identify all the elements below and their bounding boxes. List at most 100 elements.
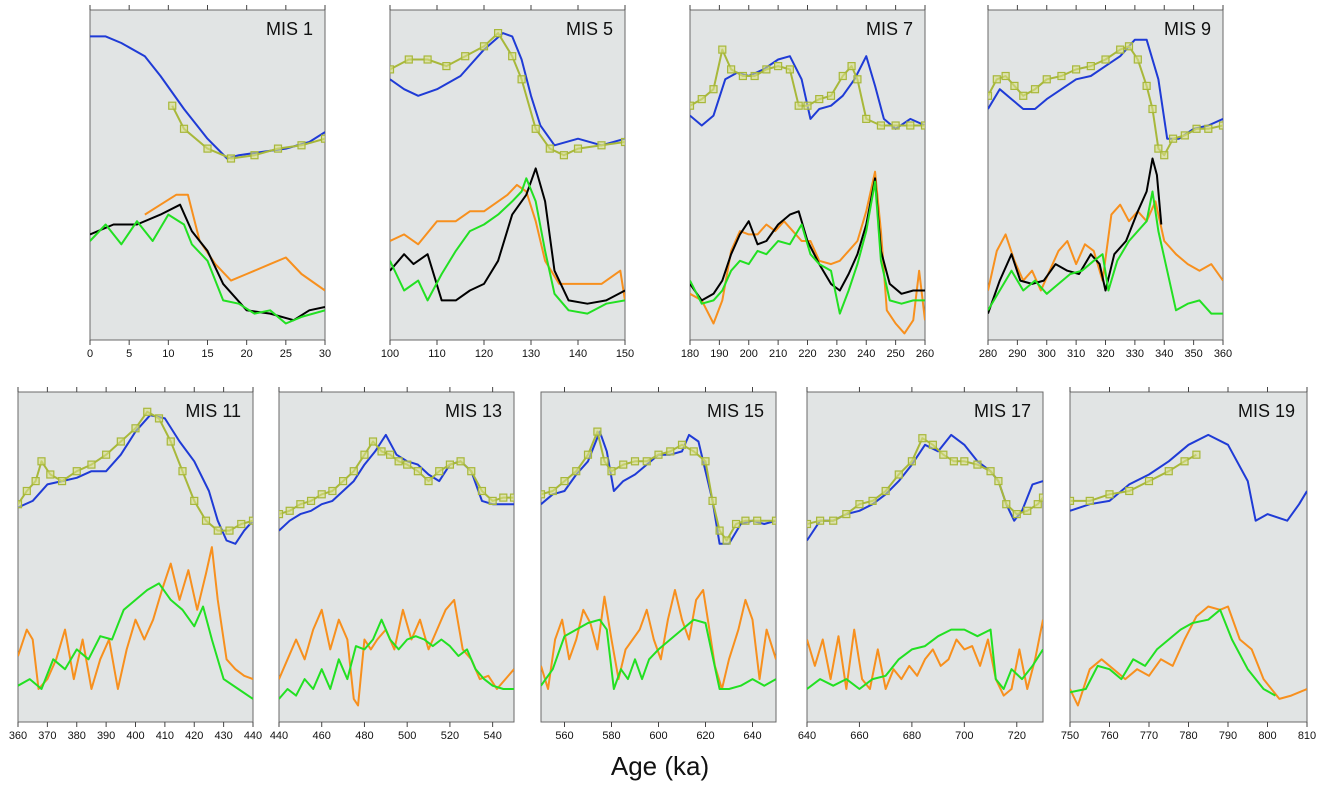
plot-area: [17, 391, 254, 723]
series-marker: [868, 496, 877, 505]
panel: 640 660 680 700 720 MIS 17: [798, 387, 1044, 742]
series-line: [807, 628, 1043, 690]
series-marker: [1002, 500, 1011, 509]
series-line: [988, 157, 1163, 314]
series-marker: [166, 437, 175, 446]
series-marker: [317, 490, 326, 499]
series-marker: [731, 519, 741, 529]
series-marker: [509, 493, 514, 502]
series-marker: [593, 427, 602, 436]
series-marker: [600, 457, 609, 466]
series-marker: [741, 516, 750, 525]
plot-lines: [541, 427, 776, 690]
series-marker: [213, 526, 222, 535]
series-line: [90, 213, 325, 325]
series-marker: [250, 151, 259, 160]
series-marker: [1154, 144, 1163, 153]
series-line: [807, 437, 1043, 525]
x-tick-label: 520: [441, 730, 459, 742]
panel: 280 290 300 310 320 330 340 350 360 MIS 9: [979, 5, 1232, 360]
panel: 440 460 480 500 520 540 MIS 13: [270, 387, 515, 742]
series-marker: [718, 45, 727, 54]
series-marker: [320, 134, 325, 143]
series-marker: [545, 144, 554, 153]
series-line: [690, 48, 925, 127]
series-marker: [423, 55, 432, 64]
series-marker: [435, 467, 444, 476]
x-tick-label: 580: [602, 730, 620, 742]
x-tick-label: 200: [740, 348, 758, 360]
x-tick-label: 240: [857, 348, 875, 360]
x-tick-label: 420: [185, 730, 203, 742]
x-tick-label: 360: [9, 730, 27, 742]
x-tick-label: 390: [97, 730, 115, 742]
panel: 0 5 10 15 20 25 30 MIS 1: [87, 5, 331, 360]
series-marker: [72, 467, 81, 476]
x-tick-label: 430: [214, 730, 232, 742]
plot-area: [540, 391, 777, 723]
series-marker: [642, 457, 651, 466]
x-tick-label: 150: [616, 348, 634, 360]
series-marker: [1038, 493, 1043, 502]
series-marker: [1012, 510, 1021, 519]
series-marker: [620, 137, 625, 147]
series-marker: [499, 493, 508, 502]
series-marker: [988, 91, 993, 100]
x-tick-label: 180: [681, 348, 699, 360]
series-marker: [986, 467, 995, 476]
series-marker: [548, 486, 557, 496]
x-tick-label: 230: [828, 348, 846, 360]
series-marker: [807, 519, 812, 529]
series-marker: [677, 440, 687, 449]
series-marker: [37, 457, 46, 466]
x-tick-label: 620: [696, 730, 714, 742]
series-marker: [456, 457, 465, 466]
series-marker: [18, 500, 23, 509]
x-axis-label: Age (ka): [611, 751, 709, 781]
x-tick-label: 30: [319, 348, 331, 360]
plot-lines: [90, 35, 325, 325]
series-marker: [179, 124, 189, 133]
series-line: [390, 167, 625, 305]
x-tick-label: 440: [270, 730, 288, 742]
series-marker: [1086, 61, 1095, 71]
series-marker: [1218, 121, 1223, 130]
series-marker: [201, 516, 211, 525]
series-marker: [1192, 450, 1201, 459]
series-marker: [285, 506, 294, 515]
panel-title: MIS 11: [185, 401, 241, 421]
series-marker: [762, 65, 771, 74]
x-tick-label: 410: [156, 730, 174, 742]
x-tick-label: 800: [1258, 730, 1276, 742]
series-marker: [1144, 477, 1154, 486]
x-tick-label: 100: [381, 348, 399, 360]
series-marker: [559, 151, 569, 160]
series-marker: [46, 470, 55, 479]
series-marker: [1023, 506, 1032, 515]
series-marker: [1180, 457, 1189, 466]
x-tick-label: 560: [555, 730, 573, 742]
series-marker: [1133, 55, 1142, 64]
series-marker: [488, 496, 497, 505]
series-marker: [838, 71, 847, 81]
series-marker: [297, 141, 306, 150]
series-marker: [1105, 490, 1114, 499]
plot-area: [806, 391, 1044, 723]
plot-lines: [390, 29, 625, 315]
x-tick-label: 540: [483, 730, 501, 742]
x-tick-label: 790: [1219, 730, 1237, 742]
x-tick-label: 750: [1061, 730, 1079, 742]
series-marker: [168, 101, 177, 110]
series-marker: [847, 61, 856, 71]
series-marker: [1070, 496, 1075, 505]
panel-title: MIS 9: [1164, 19, 1211, 39]
x-tick-label: 810: [1298, 730, 1316, 742]
series-line: [1070, 608, 1276, 697]
series-marker: [467, 467, 476, 476]
series-marker: [1160, 151, 1169, 160]
series-marker: [1057, 71, 1066, 81]
series-marker: [560, 477, 569, 486]
x-tick-label: 140: [569, 348, 587, 360]
series-line: [390, 32, 625, 147]
series-marker: [1101, 55, 1110, 64]
